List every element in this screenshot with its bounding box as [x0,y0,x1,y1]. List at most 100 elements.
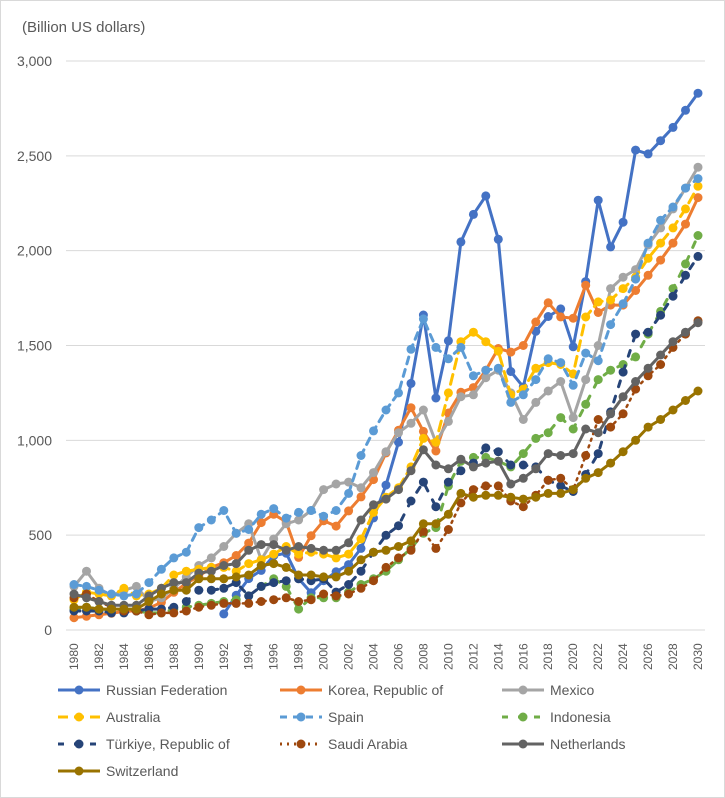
x-tick-label: 2010 [441,643,455,670]
data-point [606,365,616,375]
legend-swatch-icon [280,739,322,749]
data-point [156,589,166,599]
x-tick-label: 1988 [167,643,181,670]
data-point [294,570,304,580]
data-point [206,566,216,576]
x-tick-label: 1980 [67,643,81,670]
data-point [481,373,491,383]
data-point [656,215,666,225]
data-point [369,426,378,436]
data-point [256,509,266,519]
data-point [181,566,191,576]
y-tick-label: 2,500 [17,148,52,164]
data-point [281,562,291,572]
data-point [643,363,653,373]
data-point [493,456,503,466]
data-point [294,597,304,606]
data-point [269,504,279,514]
data-point [381,530,391,540]
data-point [506,492,516,502]
data-point [518,473,528,483]
x-tick-label: 1996 [267,643,281,670]
data-point [568,342,578,352]
data-point [69,613,79,623]
data-point [443,477,453,487]
legend-item: Saudi Arabia [278,734,407,754]
data-point [131,581,141,591]
data-point [456,488,466,498]
data-point [431,437,441,447]
legend-label: Korea, Republic of [328,682,444,698]
data-point [106,589,116,599]
data-point [281,545,291,555]
data-point [381,480,391,490]
data-point [456,342,466,352]
data-point [693,193,703,203]
data-point [643,327,653,337]
legend-label: Australia [106,709,161,725]
series-spain [69,174,703,601]
legend-swatch-icon [58,712,100,722]
data-point [194,585,204,595]
data-point [119,604,129,614]
data-point [668,238,678,248]
data-point [331,572,341,582]
data-point [181,597,191,606]
data-point [331,591,341,601]
data-point [418,519,428,529]
x-tick-label: 2014 [491,643,505,670]
data-point [256,581,266,591]
data-point [206,600,216,610]
data-point [418,405,428,415]
data-point [281,576,291,586]
data-point [119,583,129,593]
data-point [219,574,229,584]
data-point [568,424,578,434]
x-tick-label: 2028 [666,643,680,670]
data-point [681,327,690,337]
x-tick-label: 1994 [242,643,256,670]
data-point [531,433,541,443]
data-point [394,428,403,438]
legend-label: Switzerland [106,763,179,779]
data-point [618,284,628,294]
data-point [231,559,241,569]
data-point [506,397,516,407]
data-point [194,602,204,612]
data-point [643,422,653,432]
legend-item: Australia [56,707,160,727]
data-point [656,310,666,320]
data-point [281,593,291,603]
data-point [493,346,503,356]
data-point [606,320,616,330]
data-point [493,363,503,373]
legend-item: Russian Federation [56,680,227,700]
legend-item: Indonesia [500,707,611,727]
data-point [344,566,354,576]
data-point [344,488,354,498]
data-point [119,591,129,601]
data-point [294,515,304,525]
data-point [656,136,666,146]
data-point [94,585,104,595]
data-point [668,337,678,347]
data-point [606,458,616,468]
data-point [169,608,179,618]
data-point [556,481,566,491]
data-point [256,597,266,606]
data-point [606,409,616,419]
data-point [244,598,254,608]
data-point [181,578,191,588]
y-axis-ticks: 0 500 1,000 1,500 2,000 2,500 3,000 [17,53,52,638]
data-point [406,536,416,546]
data-point [556,377,566,386]
legend-item: Korea, Republic of [278,680,443,700]
y-tick-label: 2,000 [17,243,52,259]
legend-swatch-icon [58,739,100,749]
legend-label: Russian Federation [106,682,228,698]
x-tick-label: 2002 [342,643,356,670]
data-point [256,518,266,528]
data-point [518,502,528,512]
data-point [431,460,441,470]
y-tick-label: 500 [29,527,53,543]
